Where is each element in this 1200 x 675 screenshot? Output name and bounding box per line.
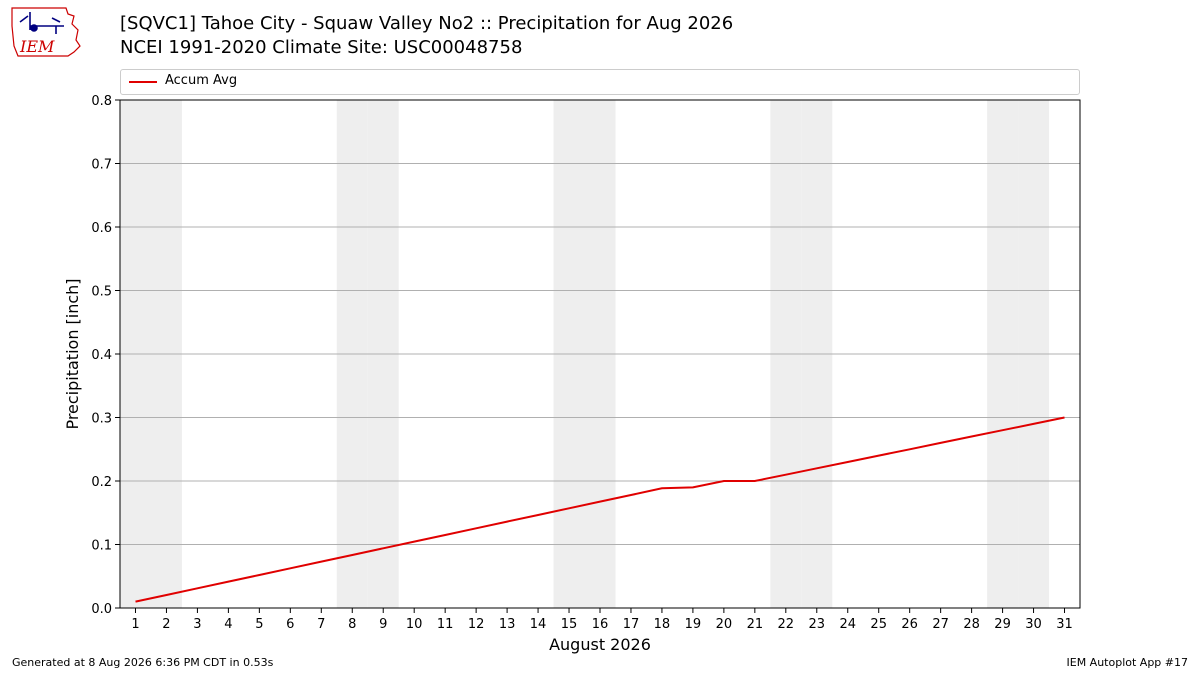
x-tick-label-21: 21 bbox=[747, 617, 764, 632]
x-tick-label-5: 5 bbox=[255, 617, 263, 632]
x-tick-label-14: 14 bbox=[530, 617, 547, 632]
svg-text:IEM: IEM bbox=[19, 37, 55, 56]
x-tick-label-27: 27 bbox=[932, 617, 949, 632]
series-line-0 bbox=[135, 416, 1065, 603]
x-tick-label-12: 12 bbox=[468, 617, 485, 632]
y-tick-label-4: 0.4 bbox=[91, 348, 112, 363]
legend-label-accum-avg: Accum Avg bbox=[165, 73, 238, 88]
title-line-2: NCEI 1991-2020 Climate Site: USC00048758 bbox=[120, 37, 523, 58]
x-tick-label-29: 29 bbox=[994, 617, 1011, 632]
x-tick-label-3: 3 bbox=[193, 617, 201, 632]
x-tick-label-30: 30 bbox=[1025, 617, 1042, 632]
x-tick-label-1: 1 bbox=[131, 617, 139, 632]
chart-legend: Accum Avg bbox=[120, 69, 1080, 95]
x-tick-label-16: 16 bbox=[592, 617, 609, 632]
x-tick-label-4: 4 bbox=[224, 617, 232, 632]
x-tick-label-17: 17 bbox=[623, 617, 640, 632]
x-tick-label-7: 7 bbox=[317, 617, 325, 632]
plot-frame bbox=[119, 99, 1081, 609]
generated-timestamp: Generated at 8 Aug 2026 6:36 PM CDT in 0… bbox=[12, 656, 274, 669]
y-tick-label-2: 0.2 bbox=[91, 475, 112, 490]
x-tick-label-9: 9 bbox=[379, 617, 387, 632]
app-label: IEM Autoplot App #17 bbox=[1066, 656, 1189, 669]
legend-line-accum-avg bbox=[129, 81, 157, 83]
y-tick-label-6: 0.6 bbox=[91, 221, 112, 236]
x-tick-label-31: 31 bbox=[1056, 617, 1073, 632]
x-tick-label-19: 19 bbox=[685, 617, 702, 632]
y-tick-label-3: 0.3 bbox=[91, 412, 112, 427]
x-tick-label-28: 28 bbox=[963, 617, 980, 632]
iem-logo: IEM bbox=[11, 7, 81, 57]
x-tick-label-25: 25 bbox=[870, 617, 887, 632]
x-tick-label-11: 11 bbox=[437, 617, 454, 632]
x-tick-label-24: 24 bbox=[839, 617, 856, 632]
x-tick-label-10: 10 bbox=[406, 617, 423, 632]
x-tick-label-8: 8 bbox=[348, 617, 356, 632]
y-tick-label-1: 0.1 bbox=[91, 539, 112, 554]
x-axis-label: August 2026 bbox=[549, 635, 651, 654]
y-tick-label-7: 0.7 bbox=[91, 158, 112, 173]
chart-title: [SQVC1] Tahoe City - Squaw Valley No2 ::… bbox=[120, 12, 733, 60]
x-tick-label-6: 6 bbox=[286, 617, 294, 632]
x-tick-label-18: 18 bbox=[654, 617, 671, 632]
title-line-1: [SQVC1] Tahoe City - Squaw Valley No2 ::… bbox=[120, 13, 734, 34]
x-tick-label-2: 2 bbox=[162, 617, 170, 632]
x-tick-label-26: 26 bbox=[901, 617, 918, 632]
y-tick-label-5: 0.5 bbox=[91, 285, 112, 300]
y-axis-label: Precipitation [inch] bbox=[63, 278, 82, 429]
x-tick-label-13: 13 bbox=[499, 617, 516, 632]
x-tick-label-23: 23 bbox=[809, 617, 826, 632]
x-tick-label-15: 15 bbox=[561, 617, 578, 632]
x-tick-label-20: 20 bbox=[716, 617, 733, 632]
y-tick-label-0: 0.0 bbox=[91, 602, 112, 617]
x-tick-label-22: 22 bbox=[778, 617, 795, 632]
y-tick-label-8: 0.8 bbox=[91, 94, 112, 109]
